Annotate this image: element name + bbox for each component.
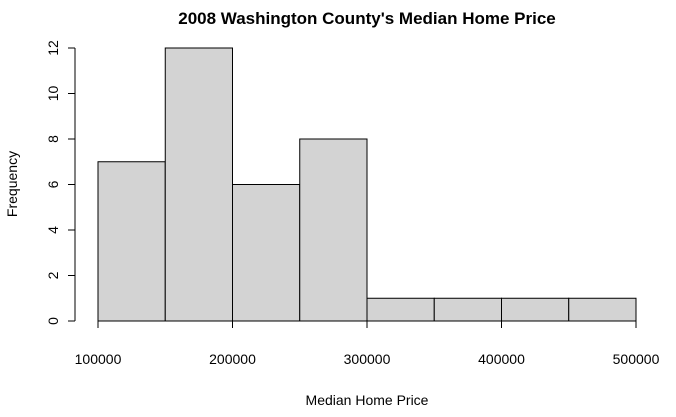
x-axis-label: Median Home Price [306,392,429,408]
y-tick-label: 10 [45,86,61,102]
chart-title: 2008 Washington County's Median Home Pri… [178,9,556,28]
y-axis-label: Frequency [4,151,20,217]
y-tick-label: 6 [45,180,61,188]
x-tick-label: 100000 [75,351,122,367]
y-axis: 0 2 4 6 8 10 12 [45,40,76,325]
y-tick-label: 4 [45,226,61,234]
x-tick-label: 400000 [478,351,525,367]
histogram-bar-3 [299,138,368,322]
bars-group [97,47,637,322]
histogram-bar-7 [568,297,637,322]
histogram-bar-1 [164,47,233,322]
x-tick-label: 500000 [613,351,660,367]
histogram-bar-5 [433,297,502,322]
histogram-bar-6 [501,297,570,322]
histogram-bar-4 [366,297,435,322]
x-tick-label: 200000 [209,351,256,367]
y-tick-label: 0 [45,317,61,325]
y-tick-label: 12 [45,40,61,56]
histogram-bar-2 [232,184,301,322]
y-tick-label: 2 [45,271,61,279]
x-axis: 100000 200000 300000 400000 500000 [75,320,660,367]
y-tick-label: 8 [45,135,61,143]
histogram-bar-0 [97,161,166,322]
x-tick-label: 300000 [344,351,391,367]
